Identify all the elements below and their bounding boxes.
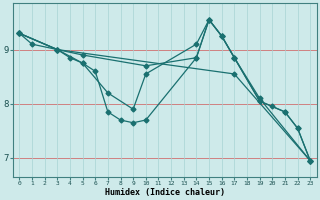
X-axis label: Humidex (Indice chaleur): Humidex (Indice chaleur) xyxy=(105,188,225,197)
